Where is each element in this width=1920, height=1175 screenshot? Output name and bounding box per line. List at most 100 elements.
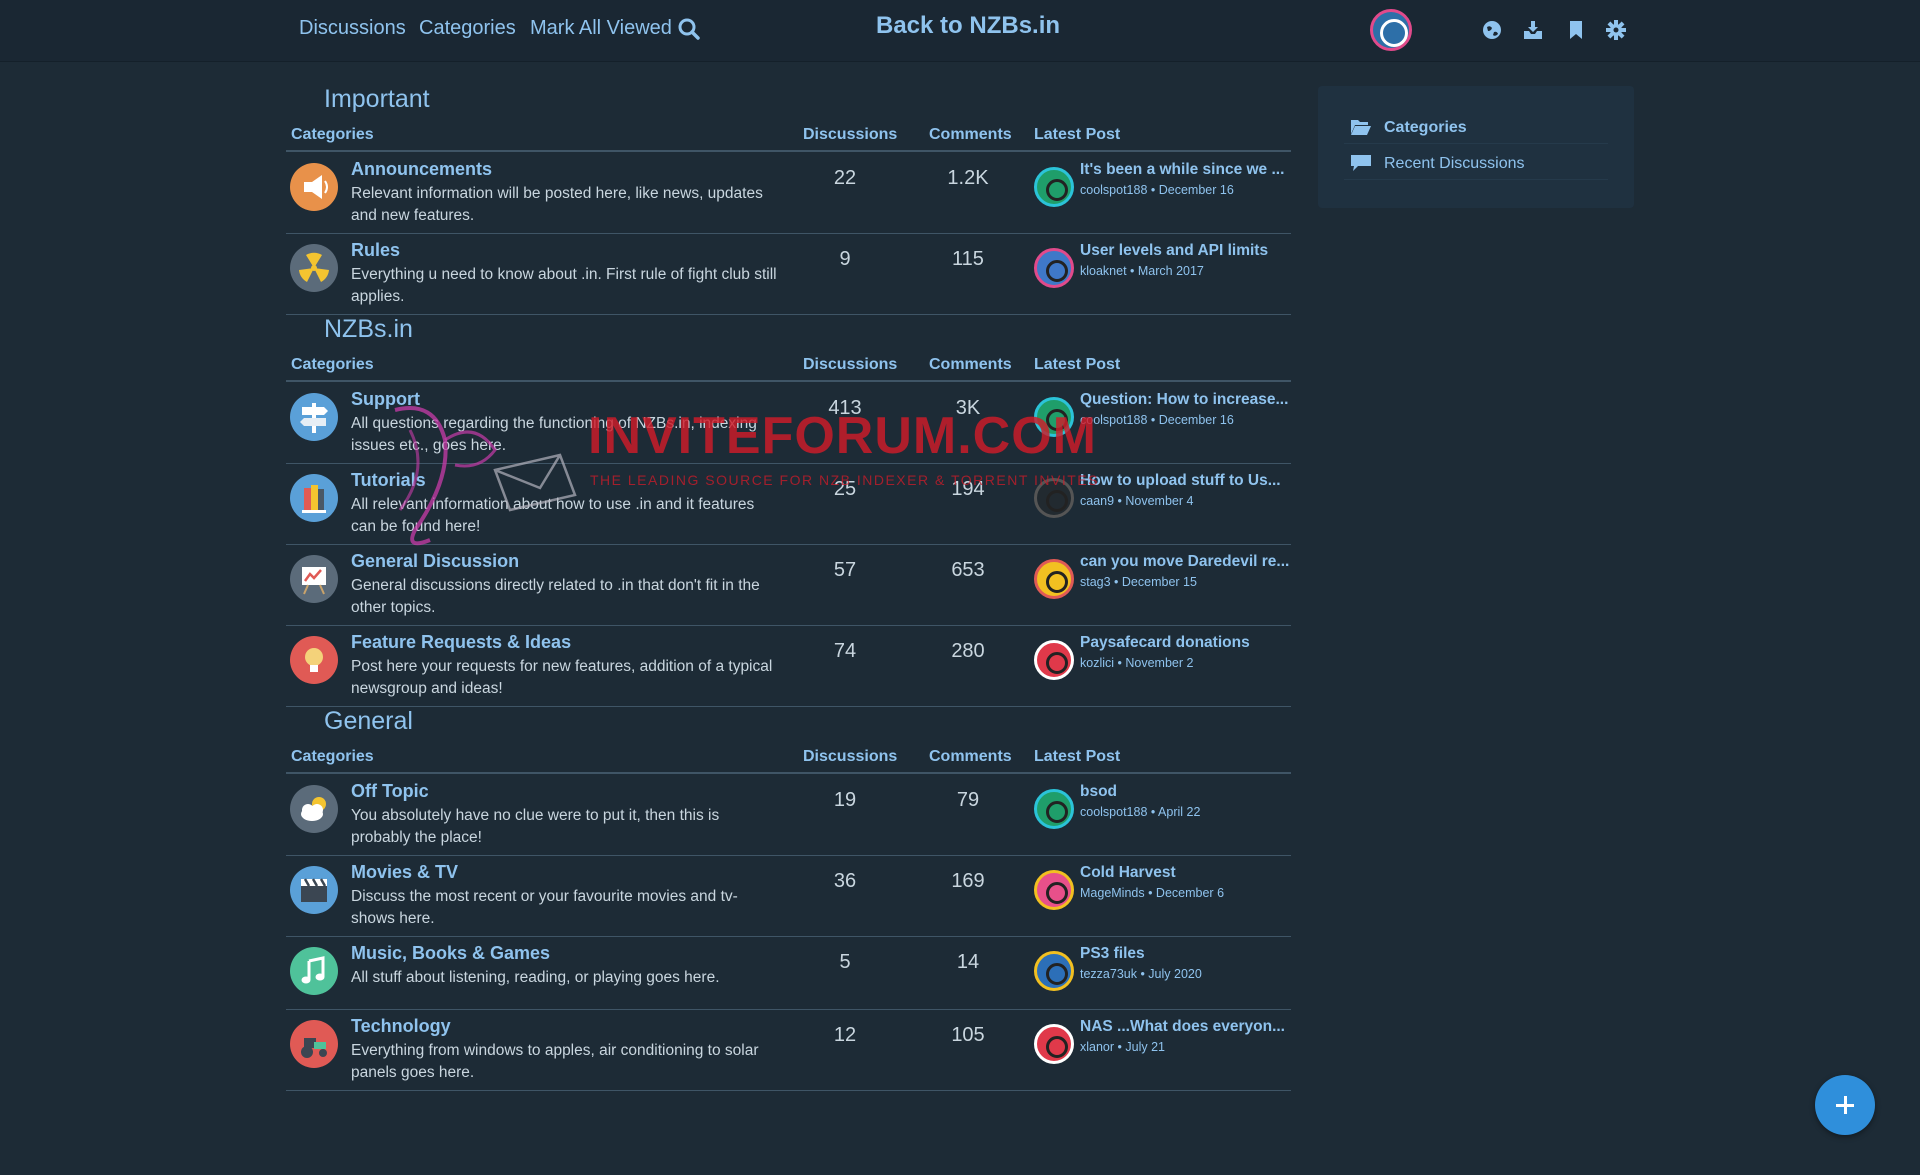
globe-icon[interactable] bbox=[1481, 19, 1503, 41]
latest-post-meta[interactable]: coolspot188 • December 16 bbox=[1080, 413, 1234, 427]
latest-post-avatar[interactable] bbox=[1034, 559, 1074, 599]
header-categories: Categories bbox=[291, 126, 374, 143]
section-title-nzbs: NZBs.in bbox=[324, 315, 413, 343]
header-discussions: Discussions bbox=[803, 748, 898, 765]
bookmark-icon[interactable] bbox=[1565, 19, 1587, 41]
latest-post-title[interactable]: Paysafecard donations bbox=[1080, 634, 1250, 651]
latest-post-title[interactable]: Question: How to increase... bbox=[1080, 391, 1289, 408]
category-name[interactable]: Movies & TV bbox=[351, 862, 459, 882]
category-name[interactable]: Announcements bbox=[351, 159, 493, 179]
category-description: Post here your requests for new features… bbox=[351, 658, 773, 697]
discussions-count: 22 bbox=[833, 167, 857, 189]
latest-post-meta[interactable]: tezza73uk • July 2020 bbox=[1080, 967, 1202, 981]
category-row[interactable]: Rules Everything u need to know about .i… bbox=[286, 234, 1291, 315]
category-description: You absolutely have no clue were to put … bbox=[351, 807, 720, 846]
comments-count: 653 bbox=[951, 559, 985, 581]
category-row[interactable]: Technology Everything from windows to ap… bbox=[286, 1010, 1291, 1091]
section-title-important: Important bbox=[324, 85, 430, 113]
comments-count: 79 bbox=[956, 789, 980, 811]
clapperboard-icon bbox=[290, 866, 338, 914]
latest-post-title[interactable]: It's been a while since we ... bbox=[1080, 161, 1285, 178]
category-row[interactable]: Music, Books & Games All stuff about lis… bbox=[286, 937, 1291, 1010]
watermark-tagline: THE LEADING SOURCE FOR NZB INDEXER & TOR… bbox=[590, 472, 1099, 488]
latest-post-avatar[interactable] bbox=[1034, 870, 1074, 910]
gear-icon[interactable] bbox=[1605, 19, 1627, 41]
search-icon[interactable] bbox=[676, 16, 702, 42]
user-avatar[interactable] bbox=[1370, 9, 1412, 51]
discussions-count: 36 bbox=[833, 870, 857, 892]
latest-post-meta[interactable]: coolspot188 • April 22 bbox=[1080, 805, 1201, 819]
inbox-download-icon[interactable] bbox=[1522, 19, 1544, 41]
latest-post-title[interactable]: Cold Harvest bbox=[1080, 864, 1176, 881]
header-latest-post: Latest Post bbox=[1034, 356, 1121, 373]
latest-post-avatar[interactable] bbox=[1034, 789, 1074, 829]
latest-post-avatar[interactable] bbox=[1034, 640, 1074, 680]
latest-post-meta[interactable]: caan9 • November 4 bbox=[1080, 494, 1194, 508]
category-row[interactable]: General Discussion General discussions d… bbox=[286, 545, 1291, 626]
table-header: Categories Discussions Comments Latest P… bbox=[286, 350, 1291, 382]
category-name[interactable]: Rules bbox=[351, 240, 401, 260]
easel-icon bbox=[290, 555, 338, 603]
nav-discussions-link[interactable]: Discussions bbox=[299, 17, 406, 39]
folder-open-icon bbox=[1350, 118, 1372, 136]
top-navigation-bar: Discussions Categories Mark All Viewed B… bbox=[0, 0, 1920, 62]
sidebar-item-recent-discussions[interactable]: Recent Discussions bbox=[1344, 146, 1608, 180]
category-name[interactable]: Support bbox=[351, 389, 420, 409]
sidebar-item-categories[interactable]: Categories bbox=[1344, 110, 1608, 144]
category-row[interactable]: Movies & TV Discuss the most recent or y… bbox=[286, 856, 1291, 937]
category-listing: Important Categories Discussions Comment… bbox=[286, 80, 1291, 1091]
latest-post-avatar[interactable] bbox=[1034, 1024, 1074, 1064]
back-to-site-link[interactable]: Back to NZBs.in bbox=[876, 12, 1061, 39]
category-row[interactable]: Feature Requests & Ideas Post here your … bbox=[286, 626, 1291, 707]
latest-post-meta[interactable]: MageMinds • December 6 bbox=[1080, 886, 1225, 900]
header-comments: Comments bbox=[929, 748, 1012, 765]
category-row[interactable]: Off Topic You absolutely have no clue we… bbox=[286, 775, 1291, 856]
sidebar-panel: Categories Recent Discussions bbox=[1318, 86, 1634, 208]
category-name[interactable]: General Discussion bbox=[351, 551, 520, 571]
latest-post-meta[interactable]: coolspot188 • December 16 bbox=[1080, 183, 1234, 197]
latest-post-title[interactable]: How to upload stuff to Us... bbox=[1080, 472, 1281, 489]
books-icon bbox=[290, 474, 338, 522]
category-description: All questions regarding the functioning … bbox=[351, 415, 757, 454]
nav-categories-link[interactable]: Categories bbox=[419, 17, 516, 39]
latest-post-meta[interactable]: stag3 • December 15 bbox=[1080, 575, 1197, 589]
latest-post-title[interactable]: bsod bbox=[1080, 783, 1118, 800]
latest-post-title[interactable]: User levels and API limits bbox=[1080, 242, 1269, 259]
new-discussion-button[interactable] bbox=[1815, 1075, 1875, 1135]
header-categories: Categories bbox=[291, 748, 374, 765]
discussions-count: 5 bbox=[839, 951, 851, 973]
latest-post-meta[interactable]: kloaknet • March 2017 bbox=[1080, 264, 1204, 278]
table-header: Categories Discussions Comments Latest P… bbox=[286, 120, 1291, 152]
category-row[interactable]: Tutorials All relevant information about… bbox=[286, 464, 1291, 545]
latest-post-avatar[interactable] bbox=[1034, 951, 1074, 991]
category-description: General discussions directly related to … bbox=[351, 577, 760, 616]
discussions-count: 9 bbox=[839, 248, 851, 270]
speech-bubble-icon bbox=[1350, 154, 1372, 172]
category-row[interactable]: Announcements Relevant information will … bbox=[286, 153, 1291, 234]
section-title-general: General bbox=[324, 707, 413, 735]
category-row[interactable]: Support All questions regarding the func… bbox=[286, 383, 1291, 464]
category-description: Relevant information will be posted here… bbox=[351, 185, 763, 224]
latest-post-avatar[interactable] bbox=[1034, 397, 1074, 437]
lightbulb-icon bbox=[290, 636, 338, 684]
latest-post-avatar[interactable] bbox=[1034, 248, 1074, 288]
category-name[interactable]: Technology bbox=[351, 1016, 451, 1036]
sidebar-item-label: Categories bbox=[1384, 119, 1467, 136]
comments-count: 194 bbox=[951, 478, 985, 500]
header-categories: Categories bbox=[291, 356, 374, 373]
category-name[interactable]: Feature Requests & Ideas bbox=[351, 632, 572, 652]
latest-post-title[interactable]: PS3 files bbox=[1080, 945, 1145, 962]
category-description: Discuss the most recent or your favourit… bbox=[351, 888, 738, 927]
latest-post-avatar[interactable] bbox=[1034, 478, 1074, 518]
category-name[interactable]: Tutorials bbox=[351, 470, 426, 490]
nav-mark-all-viewed-link[interactable]: Mark All Viewed bbox=[530, 17, 672, 39]
latest-post-title[interactable]: can you move Daredevil re... bbox=[1080, 553, 1290, 570]
latest-post-meta[interactable]: xlanor • July 21 bbox=[1080, 1040, 1165, 1054]
latest-post-meta[interactable]: kozlici • November 2 bbox=[1080, 656, 1194, 670]
header-comments: Comments bbox=[929, 356, 1012, 373]
tractor-icon bbox=[290, 1020, 338, 1068]
category-name[interactable]: Music, Books & Games bbox=[351, 943, 551, 963]
category-name[interactable]: Off Topic bbox=[351, 781, 429, 801]
latest-post-title[interactable]: NAS ...What does everyon... bbox=[1080, 1018, 1285, 1035]
latest-post-avatar[interactable] bbox=[1034, 167, 1074, 207]
